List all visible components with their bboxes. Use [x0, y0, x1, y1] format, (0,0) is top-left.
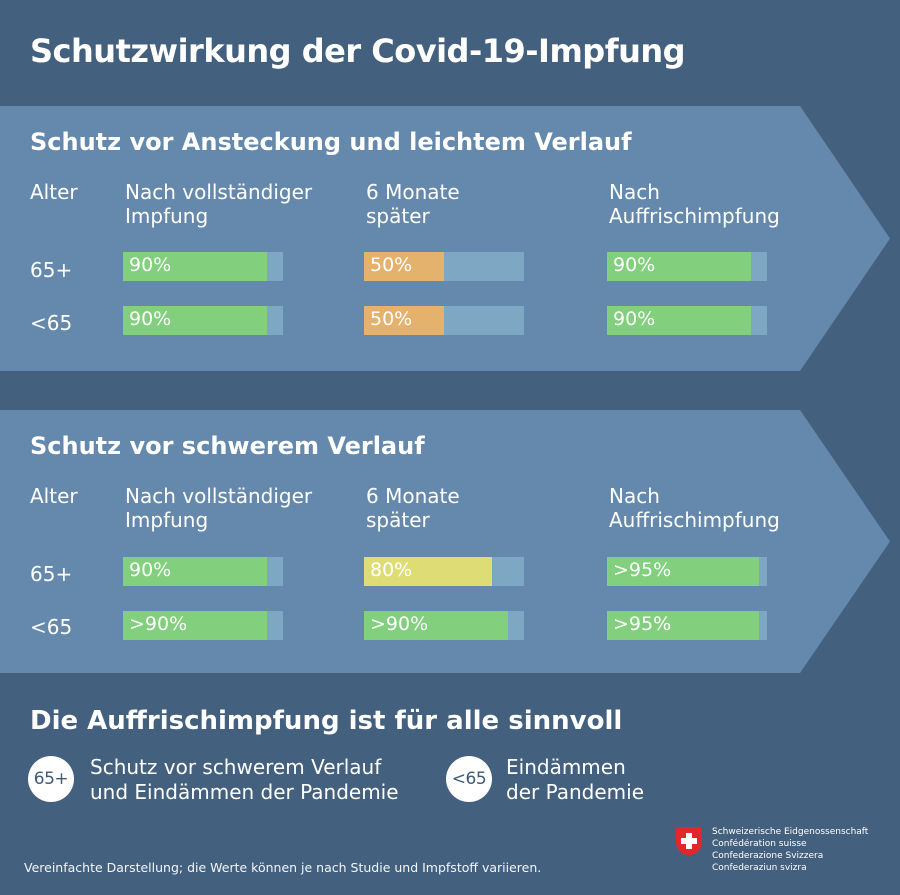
- confederation-logo-text: Schweizerische Eidgenossenschaft Confédé…: [712, 826, 868, 874]
- protection-bar: 50%: [364, 252, 524, 281]
- bar-value: 80%: [370, 559, 413, 581]
- protection-bar: 80%: [364, 557, 524, 586]
- bar-value: 50%: [370, 308, 413, 330]
- bar-value: >95%: [613, 559, 672, 581]
- protection-bar: 90%: [123, 557, 283, 586]
- protection-bar: 50%: [364, 306, 524, 335]
- protection-bar: 90%: [607, 252, 767, 281]
- bar-value: >90%: [129, 613, 188, 635]
- bar-fill: [364, 611, 508, 640]
- bar-value: 50%: [370, 254, 413, 276]
- bar-value: 90%: [129, 559, 172, 581]
- bar-value: 90%: [129, 254, 172, 276]
- row-label: <65: [30, 615, 73, 639]
- column-header-booster: Nach Auffrischimpfung: [609, 180, 780, 228]
- age-badge-65-plus: 65+: [28, 756, 74, 802]
- protection-bar: 90%: [123, 252, 283, 281]
- booster-recommendation-title: Die Auffrischimpfung ist für alle sinnvo…: [30, 706, 623, 736]
- page-title: Schutzwirkung der Covid-19-Impfung: [30, 32, 686, 70]
- bar-value: >90%: [370, 613, 429, 635]
- benefit-text-under-65: Eindämmen der Pandemie: [506, 755, 645, 804]
- column-header-full-vaccination: Nach vollständiger Impfung: [125, 484, 313, 532]
- column-header-age: Alter: [30, 180, 78, 204]
- logo-line: Confederaziun svizra: [712, 863, 807, 873]
- bar-fill: [123, 306, 267, 335]
- bar-value: 90%: [613, 308, 656, 330]
- bar-fill: [607, 611, 759, 640]
- bar-fill: [364, 557, 492, 586]
- column-header-booster: Nach Auffrischimpfung: [609, 484, 780, 532]
- row-label: <65: [30, 311, 73, 335]
- section-infection: Schutz vor Ansteckung und leichtem Verla…: [0, 106, 890, 371]
- section-title: Schutz vor schwerem Verlauf: [30, 432, 425, 460]
- column-header-full-vaccination: Nach vollständiger Impfung: [125, 180, 313, 228]
- bar-fill: [123, 611, 267, 640]
- section-title: Schutz vor Ansteckung und leichtem Verla…: [30, 128, 632, 156]
- bar-fill: [123, 557, 267, 586]
- protection-bar: 90%: [607, 306, 767, 335]
- protection-bar: >90%: [123, 611, 283, 640]
- logo-line: Confédération suisse: [712, 839, 807, 849]
- row-label: 65+: [30, 258, 73, 282]
- bar-fill: [607, 557, 759, 586]
- protection-bar: 90%: [123, 306, 283, 335]
- logo-line: Confederazione Svizzera: [712, 851, 824, 861]
- bar-fill: [607, 252, 751, 281]
- age-badge-under-65: <65: [446, 756, 492, 802]
- benefit-text-65-plus: Schutz vor schwerem Verlauf und Eindämme…: [90, 755, 399, 804]
- bar-value: >95%: [613, 613, 672, 635]
- column-header-six-months: 6 Monate später: [366, 180, 460, 228]
- bar-fill: [364, 252, 444, 281]
- bar-value: 90%: [613, 254, 656, 276]
- bar-fill: [123, 252, 267, 281]
- protection-bar: >95%: [607, 557, 767, 586]
- swiss-cross-icon: [676, 827, 702, 855]
- bar-fill: [364, 306, 444, 335]
- protection-bar: >90%: [364, 611, 524, 640]
- bar-value: 90%: [129, 308, 172, 330]
- column-header-age: Alter: [30, 484, 78, 508]
- bar-fill: [607, 306, 751, 335]
- logo-line: Schweizerische Eidgenossenschaft: [712, 827, 869, 837]
- footnote: Vereinfachte Darstellung; die Werte könn…: [24, 860, 542, 875]
- protection-bar: >95%: [607, 611, 767, 640]
- row-label: 65+: [30, 562, 73, 586]
- section-severe: Schutz vor schwerem Verlauf Alter Nach v…: [0, 410, 890, 673]
- column-header-six-months: 6 Monate später: [366, 484, 460, 532]
